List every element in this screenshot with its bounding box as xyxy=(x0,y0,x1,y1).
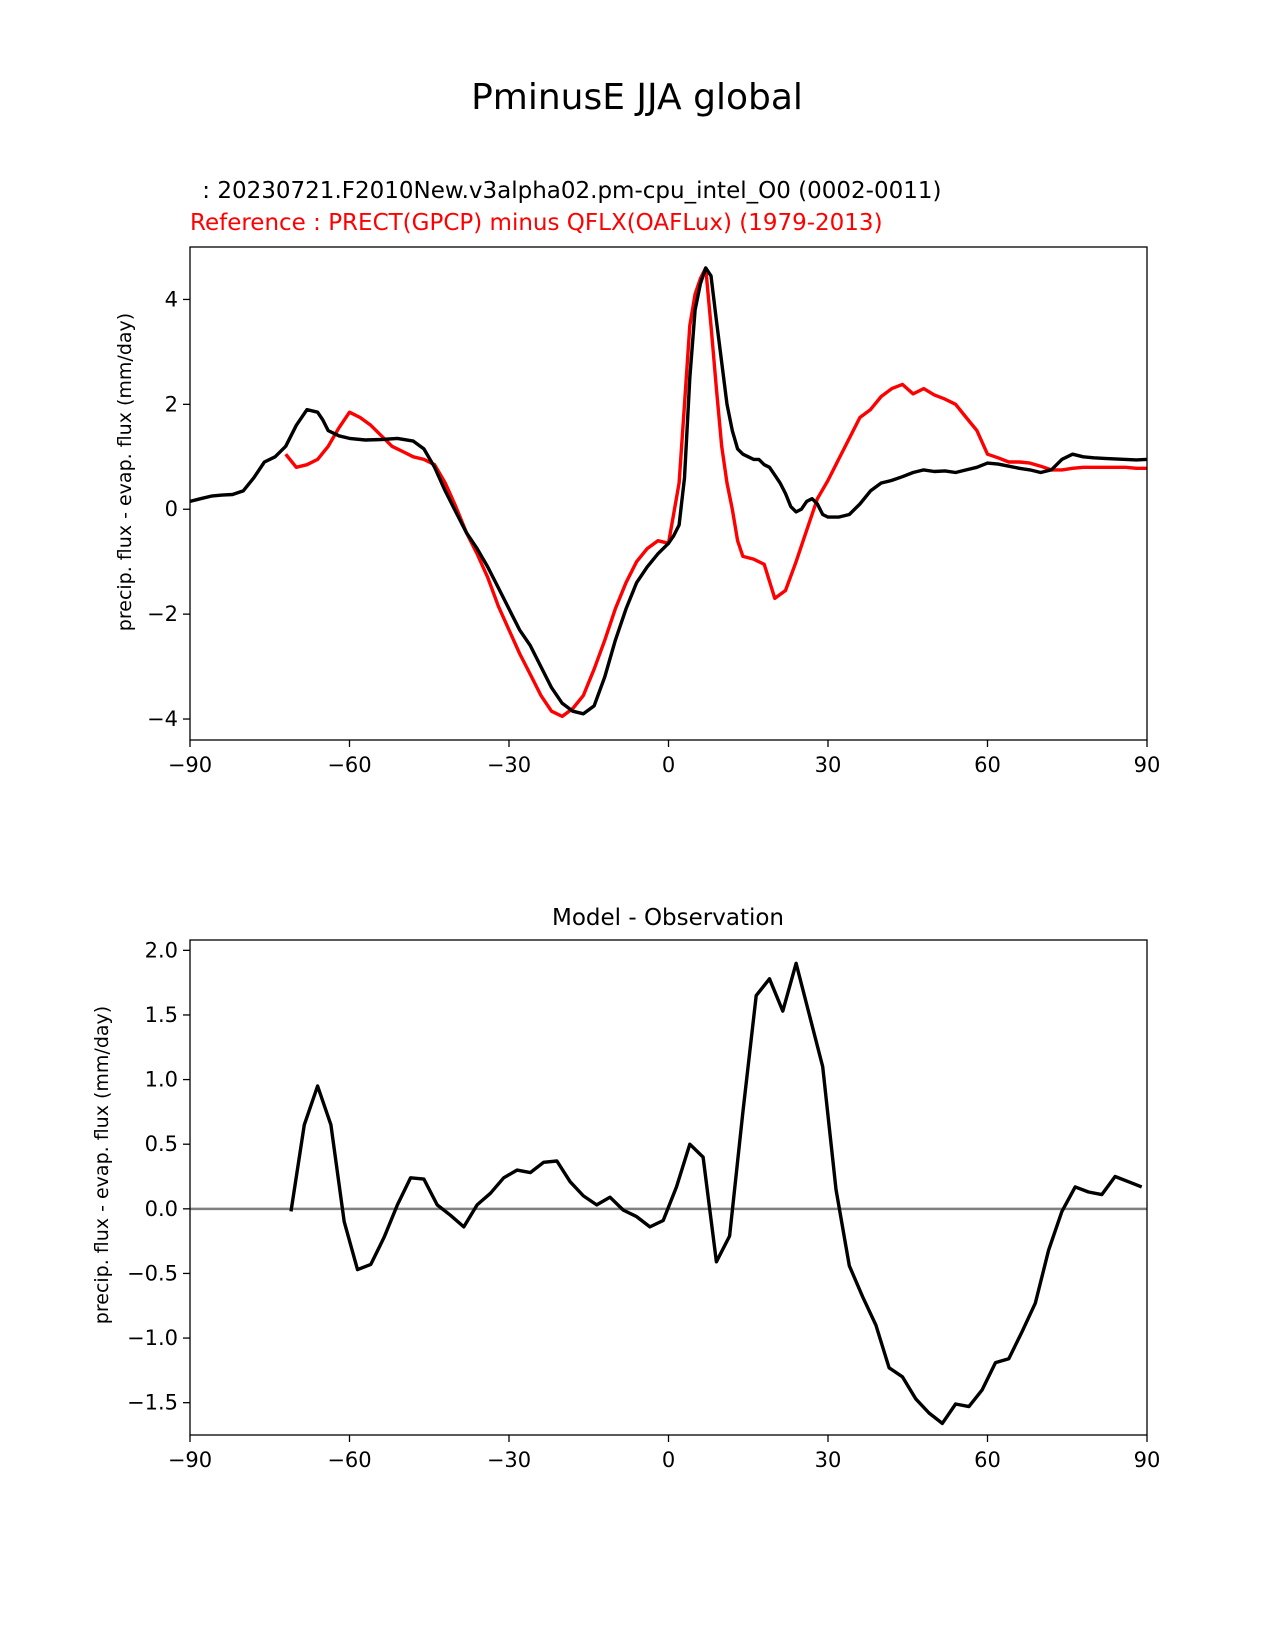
top-y-tick-label: 2 xyxy=(165,392,178,416)
top-series-reference-line xyxy=(284,266,1147,719)
top-panel: : 20230721.F2010New.v3alpha02.pm-cpu_int… xyxy=(114,178,1160,777)
top-y-axis-label: precip. flux - evap. flux (mm/day) xyxy=(114,313,136,631)
top-series-test-line xyxy=(189,266,1148,716)
bottom-y-axis-label: precip. flux - evap. flux (mm/day) xyxy=(91,1006,113,1324)
figure-suptitle: PminusE JJA global xyxy=(471,77,803,118)
bottom-y-tick-label: 0.5 xyxy=(145,1132,178,1156)
bottom-x-tick-label: −90 xyxy=(168,1448,212,1472)
bottom-x-tick-label: 90 xyxy=(1134,1448,1161,1472)
top-y-tick-label: 0 xyxy=(165,497,178,521)
top-x-tick-label: 60 xyxy=(974,753,1001,777)
top-plot-frame xyxy=(189,246,1148,741)
top-x-tick-label: 30 xyxy=(815,753,842,777)
bottom-x-tick-label: 60 xyxy=(974,1448,1001,1472)
bottom-x-tick-label: 0 xyxy=(662,1448,675,1472)
bottom-y-tick-label: 2.0 xyxy=(145,938,178,962)
top-x-tick-label: −60 xyxy=(327,753,371,777)
bottom-y-tick-label: −1.5 xyxy=(127,1391,178,1415)
top-y-tick-label: −4 xyxy=(147,707,178,731)
bottom-series-difference-line xyxy=(289,961,1143,1426)
top-x-tick-label: −30 xyxy=(487,753,531,777)
bottom-y-tick-label: 1.5 xyxy=(145,1003,178,1027)
bottom-y-tick-label: 0.0 xyxy=(145,1197,178,1221)
top-test-label: : 20230721.F2010New.v3alpha02.pm-cpu_int… xyxy=(195,178,941,204)
top-y-tick-label: −2 xyxy=(147,602,178,626)
bottom-y-tick-label: 1.0 xyxy=(145,1068,178,1092)
bottom-y-tick-label: −1.0 xyxy=(127,1326,178,1350)
bottom-x-tick-label: −60 xyxy=(327,1448,371,1472)
top-x-tick-label: 90 xyxy=(1134,753,1161,777)
bottom-x-tick-label: −30 xyxy=(487,1448,531,1472)
top-y-tick-label: 4 xyxy=(165,287,178,311)
bottom-plot-frame xyxy=(189,939,1148,1436)
bottom-panel: Model - Observation precip. flux - evap.… xyxy=(91,905,1160,1472)
bottom-title: Model - Observation xyxy=(552,905,784,931)
bottom-y-tick-label: −0.5 xyxy=(127,1261,178,1285)
bottom-x-tick-label: 30 xyxy=(815,1448,842,1472)
top-x-tick-label: −90 xyxy=(168,753,212,777)
top-x-tick-label: 0 xyxy=(662,753,675,777)
top-reference-label: Reference : PRECT(GPCP) minus QFLX(OAFLu… xyxy=(190,210,883,236)
